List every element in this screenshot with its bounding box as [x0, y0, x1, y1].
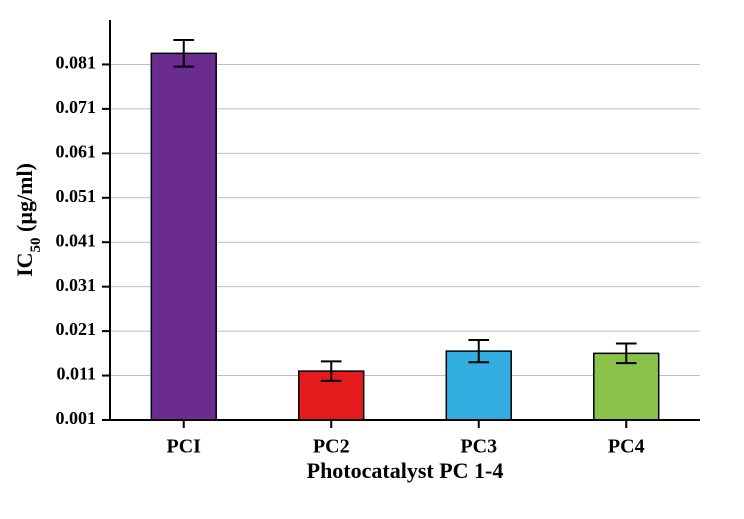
- x-tick-label: PC2: [313, 436, 350, 458]
- svg-text:0.051: 0.051: [56, 186, 97, 206]
- svg-text:0.041: 0.041: [56, 230, 97, 250]
- svg-text:0.011: 0.011: [56, 364, 96, 384]
- svg-text:0.061: 0.061: [56, 141, 97, 161]
- svg-text:0.001: 0.001: [56, 408, 97, 428]
- x-tick-label: PCI: [167, 436, 202, 458]
- svg-text:0.031: 0.031: [56, 275, 97, 295]
- svg-text:0.081: 0.081: [56, 53, 97, 73]
- bar-pci: [151, 53, 216, 420]
- svg-text:0.071: 0.071: [56, 97, 97, 117]
- ic50-bar-chart: 0.001 0.011 0.021 0.031 0.041 0.051 0.061 0.071…: [0, 0, 744, 519]
- x-tick-label: PC3: [460, 436, 497, 458]
- svg-text:0.021: 0.021: [56, 319, 97, 339]
- x-axis-label: Photocatalyst PC 1-4: [307, 458, 504, 483]
- x-tick-label: PC4: [608, 436, 645, 458]
